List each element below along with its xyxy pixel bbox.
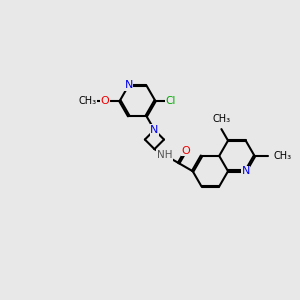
Text: NH: NH	[157, 150, 172, 160]
Text: Cl: Cl	[165, 96, 176, 106]
Text: O: O	[182, 146, 190, 156]
Text: N: N	[242, 166, 250, 176]
Text: CH₃: CH₃	[78, 96, 97, 106]
Text: O: O	[101, 96, 110, 106]
Text: CH₃: CH₃	[273, 151, 291, 161]
Text: N: N	[150, 125, 159, 135]
Text: CH₃: CH₃	[212, 114, 230, 124]
Text: N: N	[124, 80, 133, 90]
